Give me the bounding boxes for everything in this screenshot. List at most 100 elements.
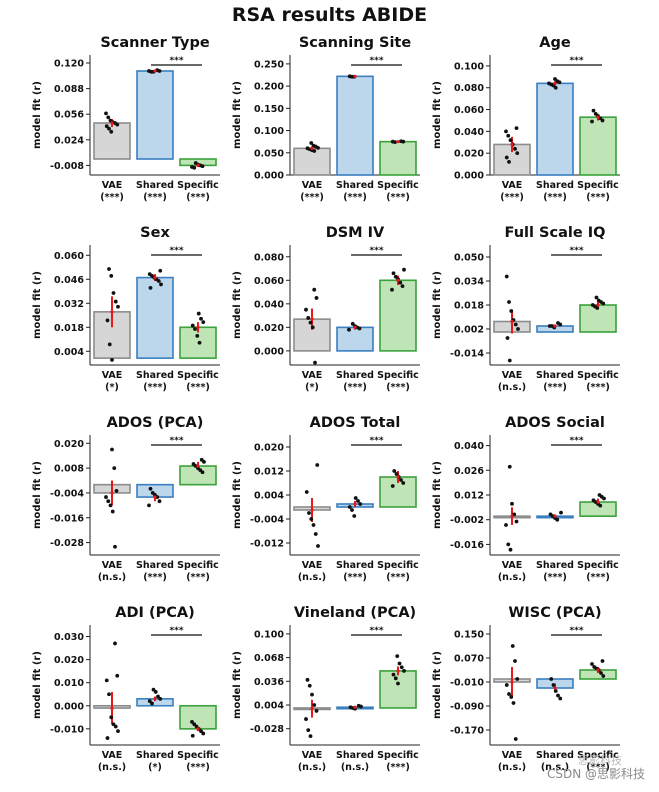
x-tick-label: Shared [536, 750, 574, 761]
data-point [200, 164, 205, 169]
significance-label: (n.s.) [498, 572, 526, 583]
y-axis-label: model fit (r) [32, 271, 43, 339]
mean-marker [510, 514, 514, 518]
data-point [312, 703, 317, 707]
chart-panel-8: ADOS Social model fit (r) -0.016 -0.002 0.01… [432, 415, 620, 583]
y-tick-label: 0.068 [254, 653, 284, 664]
chart-panel-3: Sex model fit (r) 0.004 0.018 0.032 0.046 0.06… [32, 225, 220, 393]
bar-vae [293, 147, 331, 176]
data-point [309, 517, 314, 521]
y-tick-label: 0.070 [454, 654, 484, 665]
data-point [515, 151, 520, 156]
data-point [553, 689, 558, 693]
bar-specific [379, 279, 417, 352]
mean-marker [396, 140, 400, 144]
data-point [105, 318, 110, 323]
chart-panel-0: Scanner Type model fit (r) -0.008 0.024 0.05… [32, 35, 220, 203]
y-tick-label: 0.020 [54, 439, 84, 450]
data-point [359, 704, 363, 709]
y-axis-label: model fit (r) [32, 461, 43, 529]
data-point [504, 683, 509, 687]
significance-label: (n.s.) [98, 572, 126, 583]
significance-stars: *** [569, 436, 583, 446]
data-point [315, 463, 320, 467]
y-axis-label: model fit (r) [432, 461, 443, 529]
data-point [559, 510, 563, 515]
data-point [399, 665, 404, 670]
data-point [308, 320, 313, 325]
data-point [113, 544, 117, 549]
mean-marker [396, 475, 400, 479]
data-point [391, 672, 396, 677]
y-tick-label: 0.040 [454, 127, 484, 138]
y-tick-label: 0.150 [454, 630, 484, 641]
data-point [104, 495, 108, 499]
significance-label: (n.s.) [341, 762, 369, 773]
x-tick-label: Specific [177, 560, 219, 571]
significance-label: (*) [105, 382, 119, 393]
bar-shared [336, 75, 374, 176]
x-tick-label: Shared [536, 370, 574, 381]
y-tick-label: 0.100 [254, 629, 284, 640]
significance-stars: *** [369, 56, 383, 66]
data-point [110, 447, 114, 452]
data-point [555, 517, 560, 522]
x-tick-label: Specific [577, 750, 619, 761]
data-point [107, 342, 112, 347]
mean-marker [353, 74, 357, 78]
chart-title: Age [539, 35, 571, 51]
data-point [314, 709, 319, 713]
data-point [196, 311, 201, 316]
data-point [308, 734, 313, 739]
significance-label: (***) [386, 192, 410, 203]
data-point [314, 296, 319, 300]
y-tick-label: 0.008 [54, 464, 84, 475]
y-tick-label: -0.010 [450, 678, 484, 689]
data-point [558, 696, 563, 701]
data-point [157, 499, 162, 504]
data-point [390, 287, 394, 292]
y-tick-label: 0.004 [54, 347, 84, 358]
y-tick-label: 0.012 [254, 467, 284, 478]
data-point [111, 291, 116, 295]
mean-marker [553, 81, 557, 85]
y-tick-label: 0.060 [454, 105, 484, 116]
data-point [510, 501, 514, 506]
mean-marker [110, 121, 114, 125]
data-point [393, 274, 398, 279]
data-point [153, 690, 158, 694]
mean-marker [110, 491, 114, 495]
y-tick-label: -0.002 [450, 515, 484, 526]
y-tick-label: 0.026 [454, 466, 484, 477]
chart-panel-4: DSM IV model fit (r) 0.000 0.020 0.040 0.060 0… [232, 225, 420, 393]
x-tick-label: VAE [302, 370, 323, 381]
mean-marker [196, 325, 200, 329]
y-tick-label: 0.020 [254, 323, 284, 334]
data-point [201, 731, 206, 736]
x-tick-label: Shared [136, 750, 174, 761]
data-point [556, 693, 560, 698]
x-tick-label: VAE [502, 370, 523, 381]
data-point [306, 728, 311, 733]
mean-marker [553, 514, 557, 518]
x-tick-label: Specific [377, 180, 419, 191]
y-axis-label: model fit (r) [232, 271, 243, 339]
significance-stars: *** [569, 56, 583, 66]
data-point [312, 149, 317, 153]
y-tick-label: 0.040 [254, 299, 284, 310]
x-tick-label: VAE [502, 180, 523, 191]
x-tick-label: Specific [577, 180, 619, 191]
mean-marker [396, 669, 400, 673]
data-point [350, 508, 354, 512]
data-point [116, 729, 120, 734]
mean-marker [310, 317, 314, 321]
significance-label: (*) [148, 762, 162, 773]
y-tick-label: -0.016 [50, 513, 84, 524]
significance-label: (***) [386, 762, 410, 773]
data-point [148, 285, 153, 290]
x-tick-label: Specific [177, 750, 219, 761]
data-point [504, 155, 509, 160]
bar-specific [379, 670, 417, 709]
significance-label: (***) [300, 192, 324, 203]
data-point [397, 661, 402, 666]
